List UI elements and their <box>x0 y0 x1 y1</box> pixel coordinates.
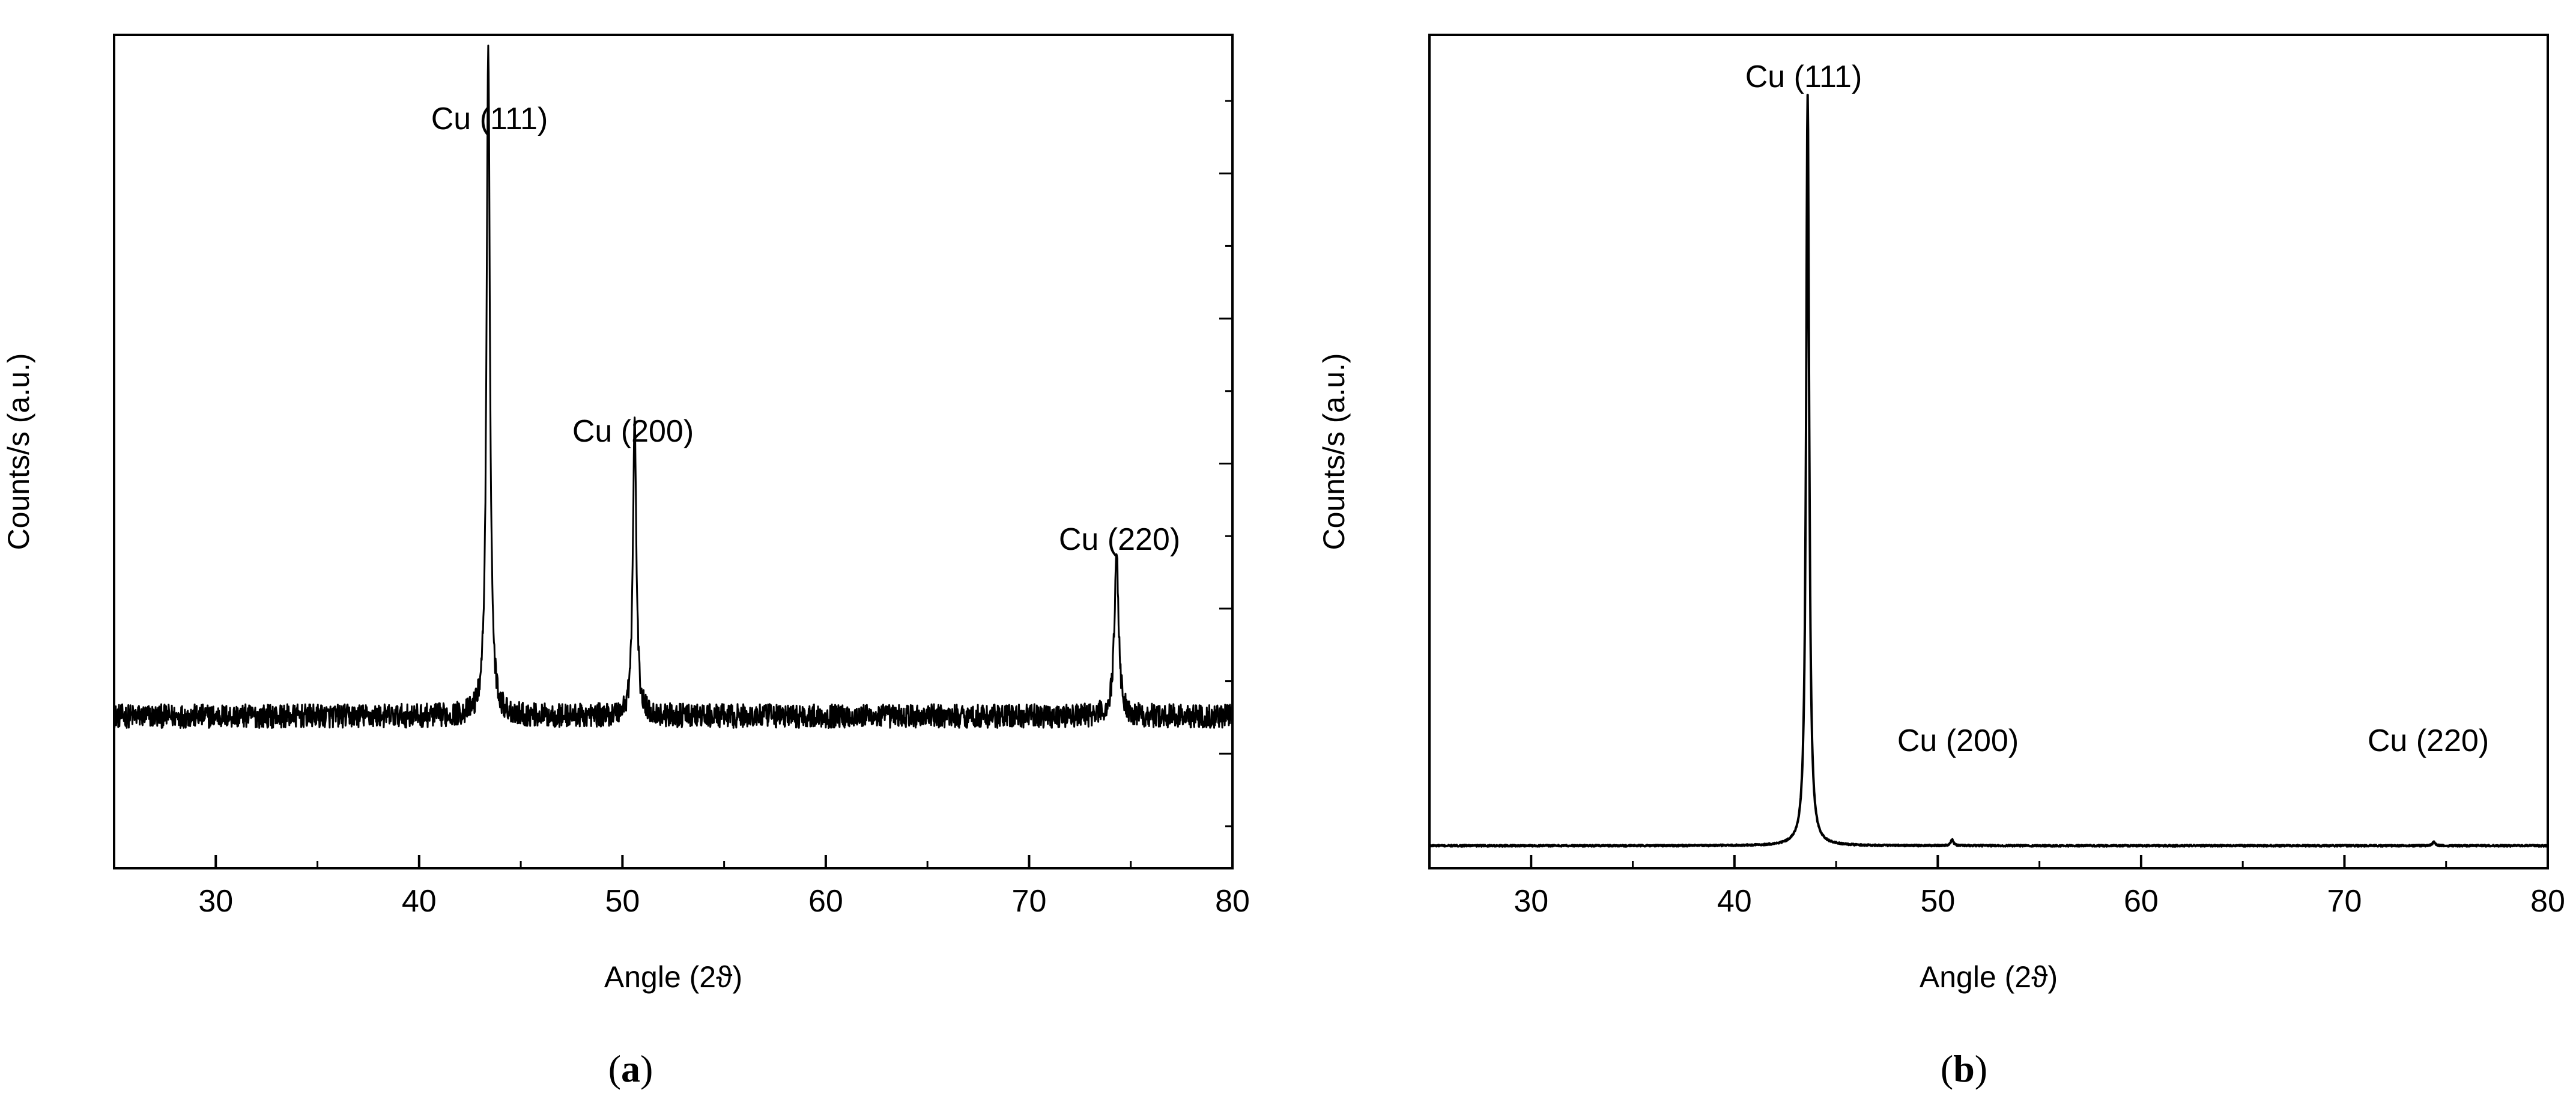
x-tick-label: 70 <box>1012 884 1047 919</box>
caption-b: (b) <box>1941 1047 1987 1090</box>
x-tick-label: 50 <box>1920 884 1955 919</box>
peak-label: Cu (220) <box>2368 723 2489 758</box>
x-tick-label: 50 <box>605 884 640 919</box>
peak-label: Cu (220) <box>1059 522 1180 557</box>
x-axis-title: Angle (2ϑ) <box>604 960 742 994</box>
x-tick-label: 80 <box>1215 884 1250 919</box>
plot-frame-b <box>1428 34 2549 869</box>
y-axis-title: Counts/s (a.u.) <box>2 353 35 550</box>
x-axis-title: Angle (2ϑ) <box>1920 960 2058 994</box>
peak-label: Cu (111) <box>1745 59 1862 94</box>
peak-label: Cu (200) <box>572 414 694 449</box>
plot-frame-a <box>113 34 1234 869</box>
x-tick-label: 70 <box>2327 884 2362 919</box>
series-line-a <box>114 44 1234 729</box>
x-tick-label: 60 <box>2124 884 2159 919</box>
peak-label: Cu (111) <box>431 102 548 136</box>
x-tick-label: 40 <box>402 884 437 919</box>
caption-a: (a) <box>608 1047 653 1090</box>
x-tick-label: 80 <box>2530 884 2565 919</box>
chart-panel-b: 30 40 50 60 70 80 Angle (2ϑ) Counts/s (a.u.) Cu … <box>1317 34 2565 994</box>
series-line-b <box>1428 94 2549 848</box>
chart-panel-a: 30 40 50 60 70 80 Angle (2ϑ) Counts/s (a.u.) Cu … <box>2 34 1250 994</box>
y-axis-title: Counts/s (a.u.) <box>1317 353 1351 550</box>
x-tick-label: 40 <box>1717 884 1752 919</box>
x-tick-label: 30 <box>1514 884 1548 919</box>
peak-label: Cu (200) <box>1897 723 2019 758</box>
x-tick-label: 60 <box>808 884 843 919</box>
x-tick-label: 30 <box>198 884 233 919</box>
